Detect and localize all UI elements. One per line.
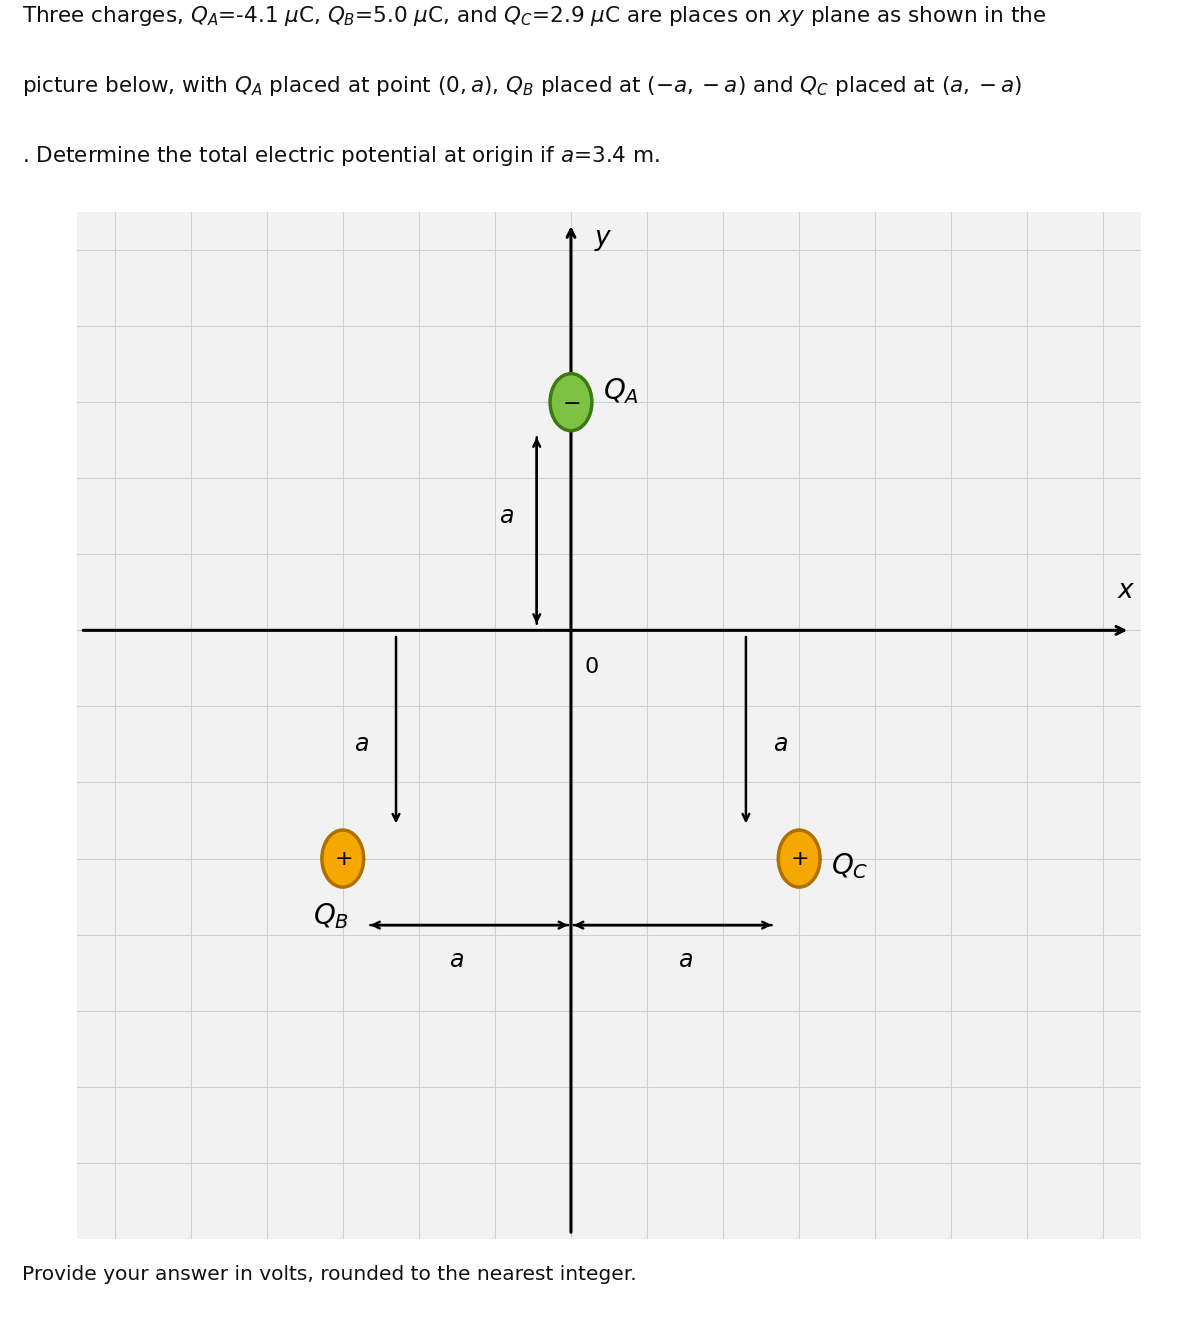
Text: picture below, with $Q_A$ placed at point $(0, a)$, $Q_B$ placed at $(-a, -a)$ a: picture below, with $Q_A$ placed at poin… [22,74,1021,98]
Ellipse shape [550,374,592,431]
Text: $a$: $a$ [678,947,692,973]
Text: $Q_B$: $Q_B$ [313,901,349,930]
Ellipse shape [779,829,820,886]
Text: $a$: $a$ [773,733,787,757]
Text: $x$: $x$ [1117,578,1135,604]
Text: Three charges, $Q_A$=-4.1 $\mu$C, $Q_B$=5.0 $\mu$C, and $Q_C$=2.9 $\mu$C are pla: Three charges, $Q_A$=-4.1 $\mu$C, $Q_B$=… [22,4,1046,28]
Text: 0: 0 [584,657,599,677]
Text: $a$: $a$ [354,733,370,757]
Text: $Q_C$: $Q_C$ [832,851,869,881]
Text: $a$: $a$ [450,947,464,973]
Text: $a$: $a$ [499,505,514,529]
Text: $y$: $y$ [594,227,612,253]
Text: $+$: $+$ [790,848,809,869]
Text: $Q_A$: $Q_A$ [604,376,640,405]
Text: . Determine the total electric potential at origin if $a$=3.4 m.: . Determine the total electric potential… [22,144,660,168]
Ellipse shape [322,829,364,886]
Text: $+$: $+$ [334,848,352,869]
Text: $-$: $-$ [562,392,580,412]
Text: Provide your answer in volts, rounded to the nearest integer.: Provide your answer in volts, rounded to… [22,1265,636,1284]
